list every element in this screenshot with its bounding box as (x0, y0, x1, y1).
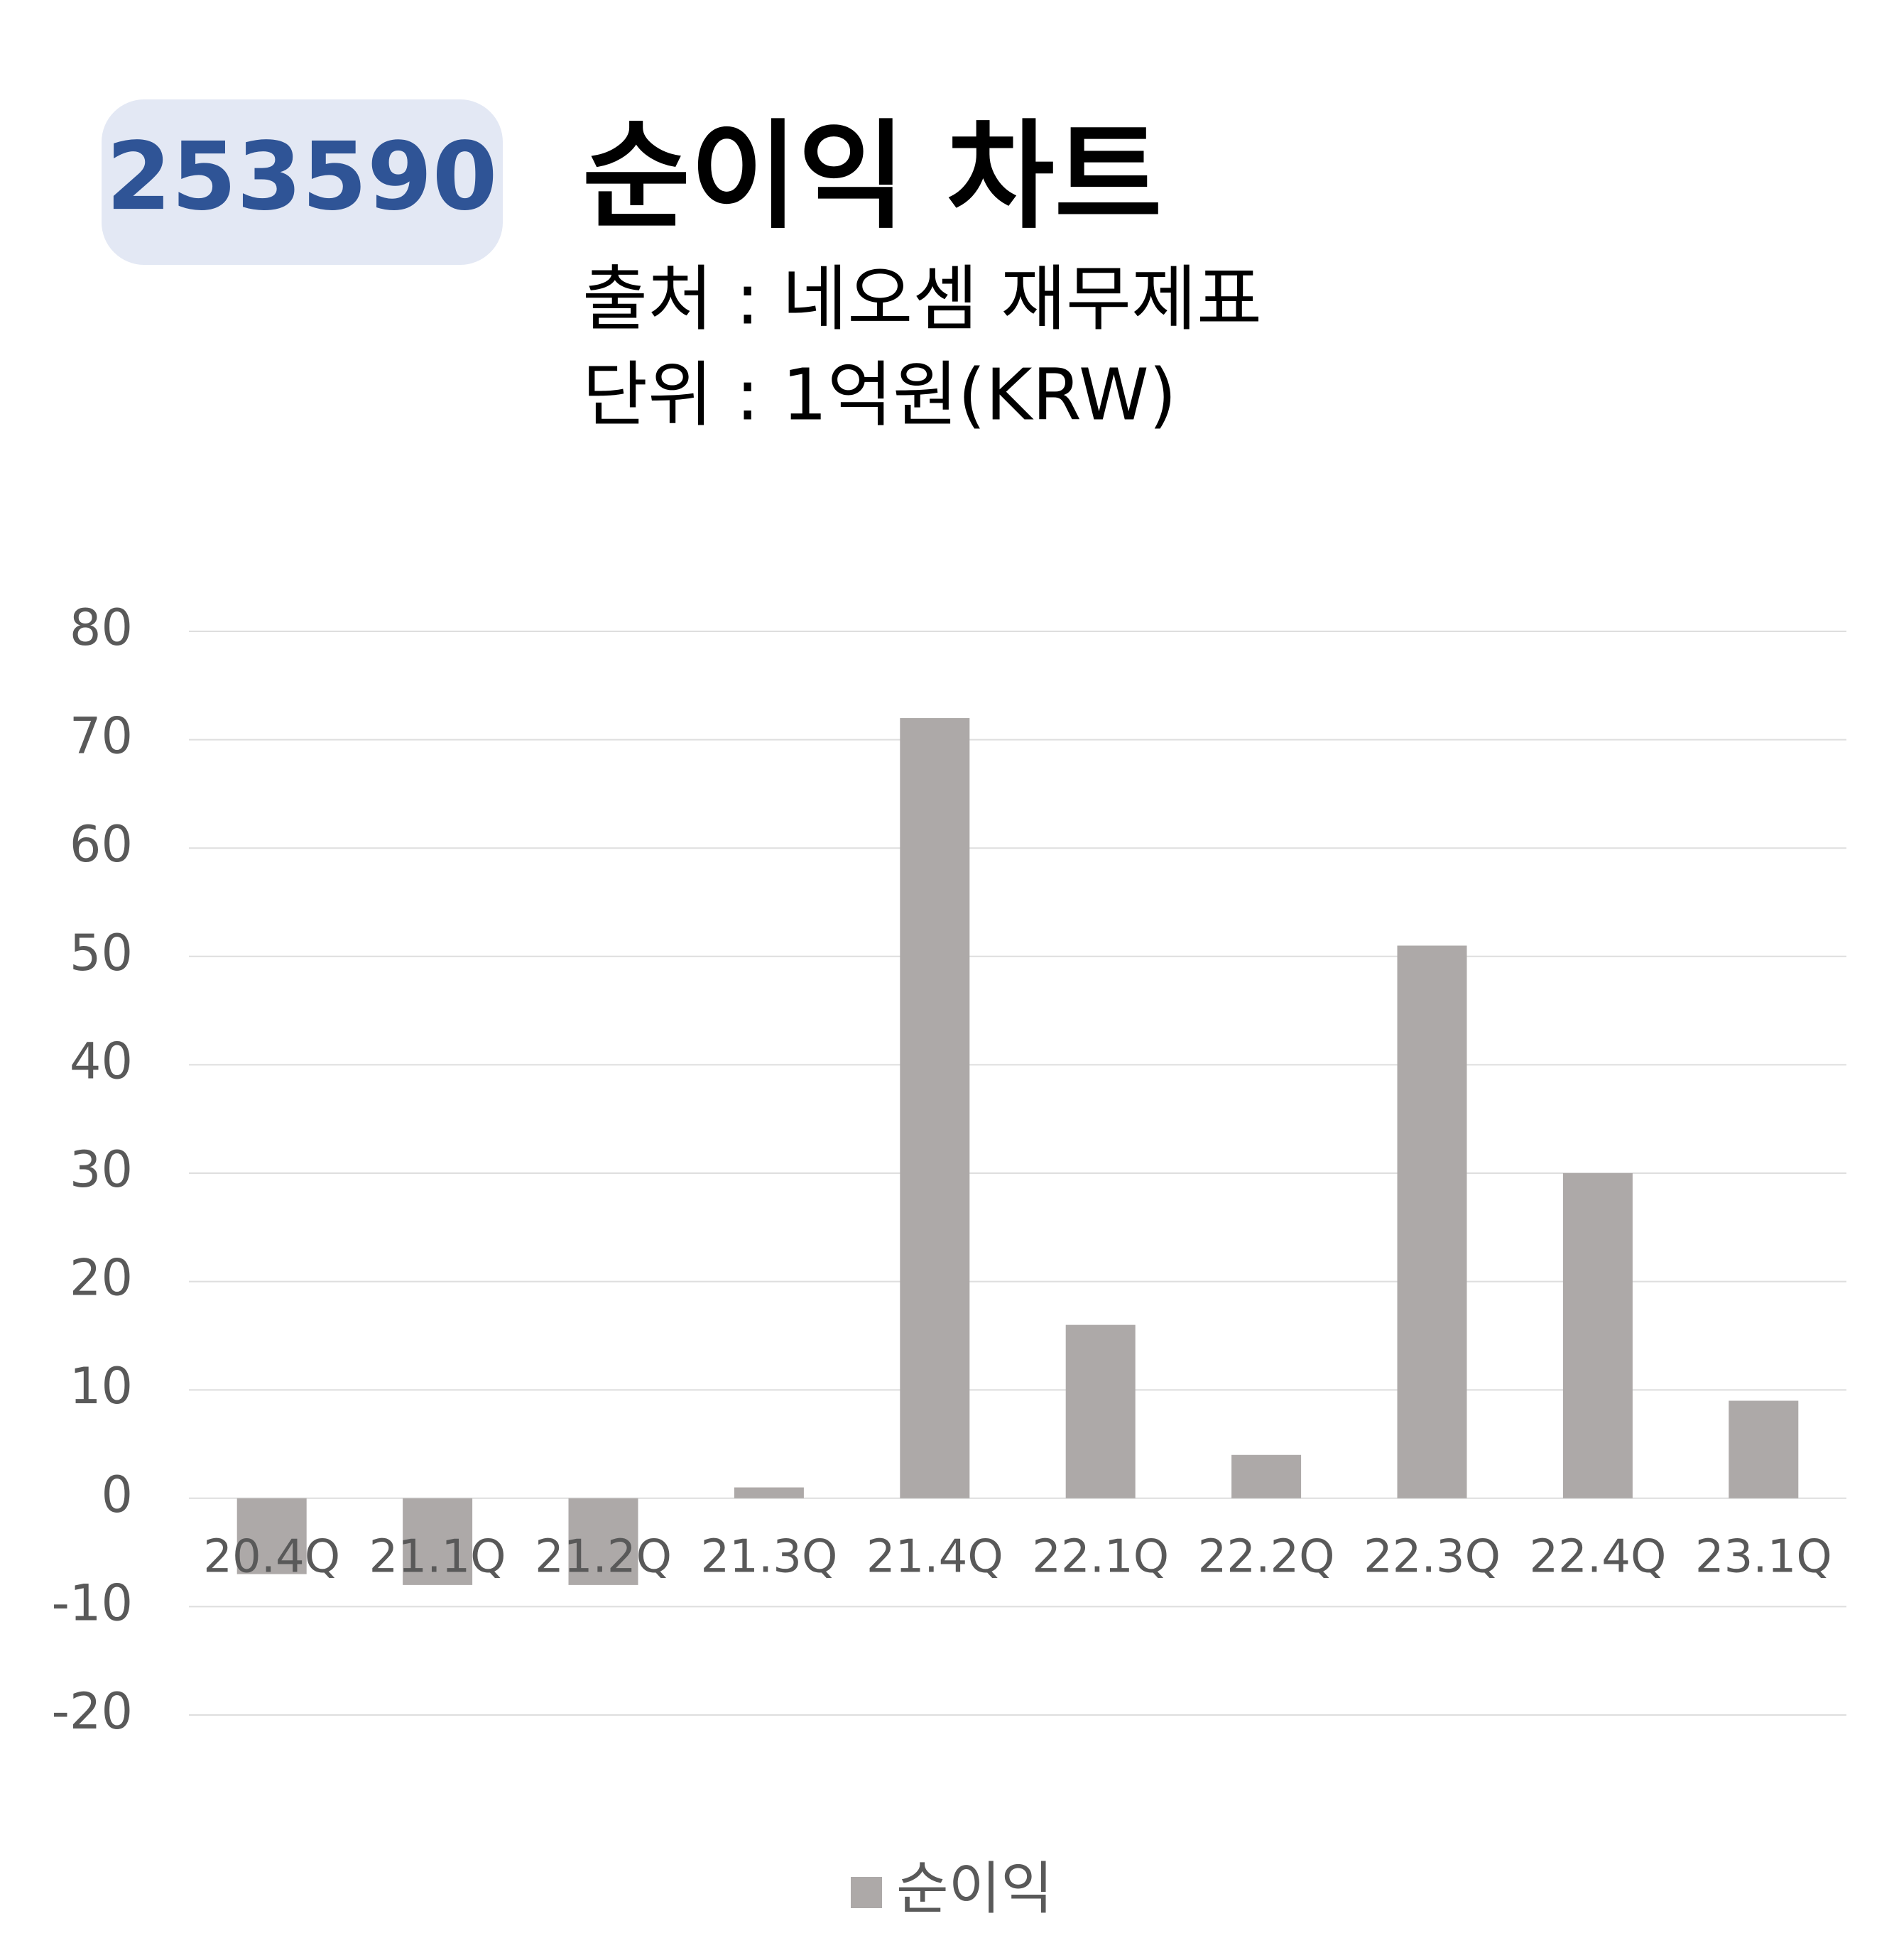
y-tick-label: -20 (52, 1682, 133, 1741)
y-tick-label: 60 (70, 815, 133, 873)
y-tick-label: 70 (70, 707, 133, 766)
bar (1562, 1173, 1633, 1498)
badge: 253590 (106, 122, 497, 232)
bar (1065, 1324, 1136, 1498)
bar (1729, 1400, 1799, 1498)
x-tick-label: 21.4Q (866, 1531, 1003, 1584)
y-tick-label: 40 (70, 1032, 133, 1090)
legend-swatch (851, 1877, 882, 1908)
x-tick-label: 22.3Q (1364, 1531, 1501, 1584)
bar (734, 1487, 804, 1498)
badge-background (102, 99, 503, 265)
x-tick-label: 22.4Q (1529, 1531, 1666, 1584)
x-tick-label: 22.1Q (1032, 1531, 1169, 1584)
bar (568, 1498, 638, 1585)
subtitle: 단위 : 1억원(KRW) (582, 353, 1177, 436)
x-tick-label: 23.1Q (1695, 1531, 1832, 1584)
y-tick-label: 50 (70, 924, 133, 982)
bar (236, 1498, 307, 1574)
bar (900, 718, 970, 1498)
x-tick-label: 21.2Q (535, 1531, 672, 1584)
x-tick-label: 20.4Q (203, 1531, 340, 1584)
y-tick-label: 30 (70, 1140, 133, 1199)
x-tick-label: 21.1Q (369, 1531, 506, 1584)
bar (1231, 1454, 1302, 1498)
subtitle: 출처 : 네오셈 재무제표 (582, 257, 1262, 340)
y-tick-label: 0 (101, 1466, 133, 1524)
chart-title: 순이익 차트 (582, 108, 1162, 244)
y-tick-label: 10 (70, 1357, 133, 1415)
y-tick-label: 20 (70, 1249, 133, 1307)
legend-label: 순이익 (896, 1856, 1053, 1922)
x-tick-label: 22.2Q (1198, 1531, 1335, 1584)
y-tick-label: 80 (70, 599, 133, 657)
x-tick-label: 21.3Q (700, 1531, 837, 1584)
bar (403, 1498, 473, 1585)
bar (1397, 945, 1467, 1498)
y-tick-label: -10 (52, 1574, 133, 1632)
